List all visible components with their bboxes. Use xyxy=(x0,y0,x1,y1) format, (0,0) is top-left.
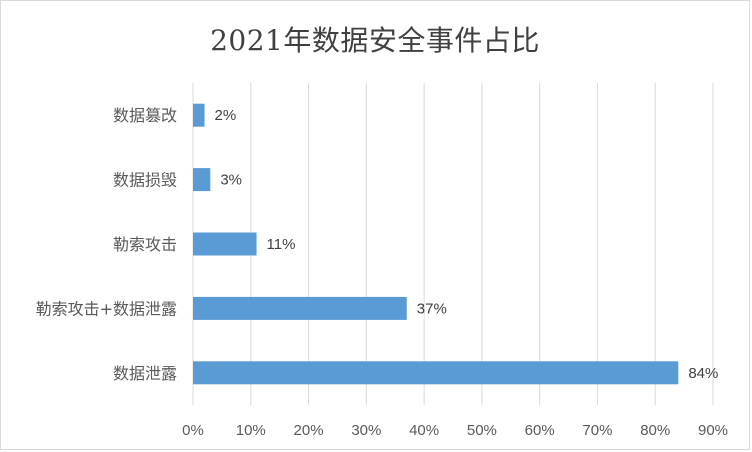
category-label: 勒索攻击 xyxy=(113,235,177,254)
category-label: 数据篡改 xyxy=(113,106,177,125)
x-tick-label: 80% xyxy=(640,422,670,439)
data-label: 11% xyxy=(267,236,296,253)
x-tick-label: 10% xyxy=(236,422,266,439)
x-tick-label: 30% xyxy=(351,422,381,439)
data-label: 84% xyxy=(688,365,718,382)
x-tick-label: 40% xyxy=(409,422,439,439)
category-label: 勒索攻击+数据泄露 xyxy=(36,299,177,318)
data-label: 2% xyxy=(215,107,237,124)
category-label: 数据损毁 xyxy=(113,171,177,190)
bar xyxy=(193,361,679,385)
category-label: 数据泄露 xyxy=(113,364,177,383)
data-label: 3% xyxy=(220,172,242,189)
x-tick-label: 20% xyxy=(294,422,324,439)
bar xyxy=(193,296,407,320)
x-tick-label: 90% xyxy=(698,422,728,439)
x-tick-label: 50% xyxy=(467,422,497,439)
bar xyxy=(193,168,211,192)
x-tick-label: 70% xyxy=(582,422,612,439)
bar xyxy=(193,232,257,256)
data-label: 37% xyxy=(417,300,447,317)
x-tick-label: 0% xyxy=(182,422,204,439)
x-tick-label: 60% xyxy=(525,422,555,439)
chart-title: 2021年数据安全事件占比 xyxy=(210,24,540,57)
bar xyxy=(193,103,205,127)
